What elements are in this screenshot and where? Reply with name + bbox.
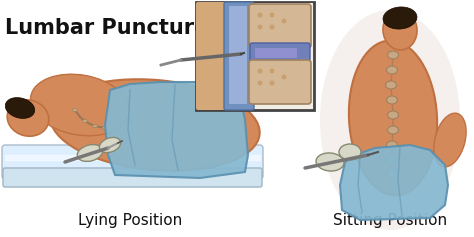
FancyBboxPatch shape xyxy=(196,2,314,110)
Ellipse shape xyxy=(102,127,108,129)
Ellipse shape xyxy=(282,18,286,23)
FancyBboxPatch shape xyxy=(229,6,247,104)
Ellipse shape xyxy=(270,13,274,18)
FancyBboxPatch shape xyxy=(197,3,313,109)
Text: Lying Position: Lying Position xyxy=(78,213,182,228)
Ellipse shape xyxy=(388,111,399,119)
Ellipse shape xyxy=(257,81,263,86)
Ellipse shape xyxy=(383,7,417,29)
Ellipse shape xyxy=(257,68,263,73)
Ellipse shape xyxy=(5,98,35,118)
Polygon shape xyxy=(105,82,248,178)
FancyBboxPatch shape xyxy=(196,2,228,110)
Ellipse shape xyxy=(434,113,466,167)
Ellipse shape xyxy=(270,24,274,29)
Ellipse shape xyxy=(386,141,398,149)
Ellipse shape xyxy=(316,153,344,171)
FancyBboxPatch shape xyxy=(249,60,311,104)
FancyBboxPatch shape xyxy=(3,168,262,187)
FancyBboxPatch shape xyxy=(249,4,311,48)
Ellipse shape xyxy=(386,169,398,177)
FancyBboxPatch shape xyxy=(2,145,263,179)
Ellipse shape xyxy=(92,124,98,128)
Ellipse shape xyxy=(270,68,274,73)
FancyBboxPatch shape xyxy=(255,48,297,58)
Ellipse shape xyxy=(385,81,396,89)
Ellipse shape xyxy=(388,126,399,134)
Ellipse shape xyxy=(77,145,103,161)
FancyBboxPatch shape xyxy=(250,43,310,65)
Text: Lumbar Puncture: Lumbar Puncture xyxy=(5,18,209,38)
Ellipse shape xyxy=(383,10,417,50)
Ellipse shape xyxy=(30,74,129,136)
Ellipse shape xyxy=(270,81,274,86)
Ellipse shape xyxy=(339,144,361,160)
Ellipse shape xyxy=(386,96,398,104)
Ellipse shape xyxy=(320,10,460,230)
Ellipse shape xyxy=(385,156,396,164)
Ellipse shape xyxy=(82,119,88,123)
FancyBboxPatch shape xyxy=(224,2,254,110)
Ellipse shape xyxy=(388,51,399,59)
Ellipse shape xyxy=(257,24,263,29)
Ellipse shape xyxy=(73,109,78,111)
Ellipse shape xyxy=(257,13,263,18)
Ellipse shape xyxy=(7,100,49,136)
Ellipse shape xyxy=(282,74,286,79)
Polygon shape xyxy=(340,145,448,220)
Ellipse shape xyxy=(50,79,260,171)
Ellipse shape xyxy=(100,137,120,153)
Ellipse shape xyxy=(386,66,398,74)
Ellipse shape xyxy=(349,41,437,196)
Text: Sitting Position: Sitting Position xyxy=(333,213,447,228)
